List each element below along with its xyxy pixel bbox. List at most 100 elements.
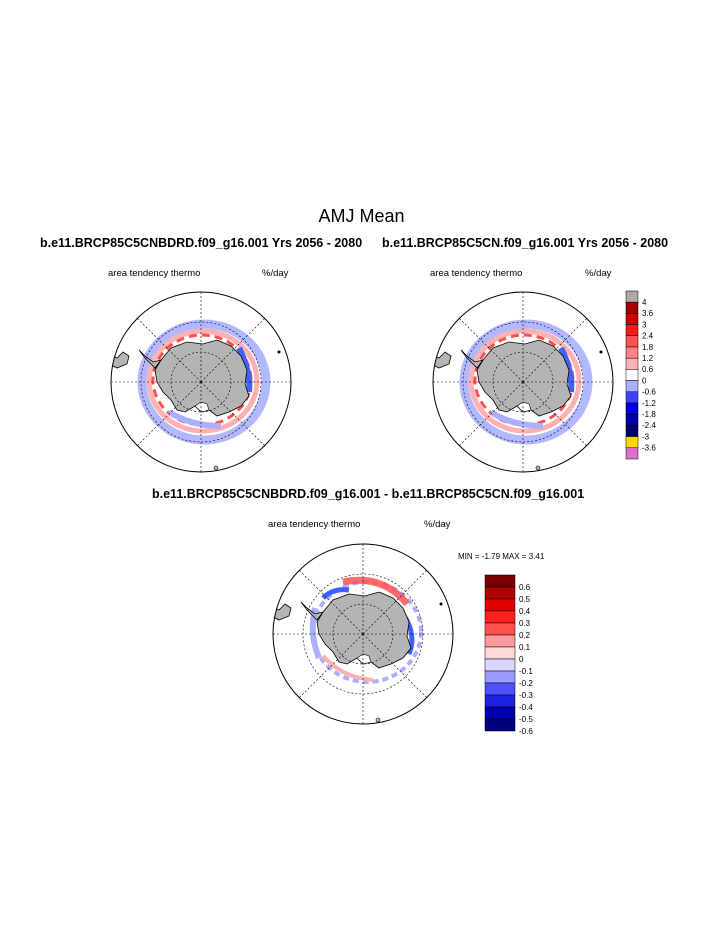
map-boundary xyxy=(432,291,614,473)
antarctic-peninsula xyxy=(138,349,162,369)
colorbar-swatch xyxy=(625,346,639,359)
variable-label-diff: area tendency thermo xyxy=(268,519,361,530)
figure-title: AMJ Mean xyxy=(318,206,405,226)
antarctica-landmass xyxy=(316,591,412,669)
south-america-tip xyxy=(273,603,292,621)
colorbar-swatch xyxy=(484,586,516,600)
colorbar-label: 1.8 xyxy=(642,343,654,352)
blue-patch xyxy=(167,409,222,429)
colorbar-label: -3.6 xyxy=(642,444,656,453)
colorbar-swatch xyxy=(484,658,516,672)
antarctic-peninsula xyxy=(300,601,324,621)
colorbar-label: -0.6 xyxy=(642,388,656,397)
polar-map-diff xyxy=(272,543,454,725)
red-patch xyxy=(342,576,410,607)
colorbar-swatch xyxy=(484,610,516,624)
colorbar-swatch xyxy=(625,324,639,337)
light-red-band xyxy=(146,328,260,434)
polar-map-left xyxy=(110,291,292,473)
ice-shelf xyxy=(194,401,210,413)
longitude-line xyxy=(459,381,524,446)
island-marker xyxy=(599,350,603,354)
colorbar-swatch xyxy=(625,425,639,437)
map-boundary xyxy=(272,543,454,725)
colorbar-label: 0.6 xyxy=(642,365,654,374)
colorbar-top: 4 3.6 3 2.4 1.8 1.2 0.6 0 -0.6 -1.2 -1.8 -2.4 -3 -3.6 xyxy=(625,290,656,460)
island-marker xyxy=(535,465,541,471)
longitude-line xyxy=(137,318,202,383)
ice-shelf xyxy=(516,401,532,413)
colorbar-label: 4 xyxy=(642,298,647,307)
colorbar-label: -1.8 xyxy=(642,410,656,419)
colorbar-label: 1.2 xyxy=(642,354,654,363)
colorbar-swatch xyxy=(484,622,516,636)
colorbar-swatch xyxy=(625,380,639,393)
colorbar-swatch xyxy=(484,706,516,720)
south-america-tip xyxy=(111,351,130,369)
colorbar-swatch xyxy=(484,646,516,660)
red-patch xyxy=(321,654,374,682)
ice-shelf xyxy=(356,653,372,665)
colorbar-swatch xyxy=(625,301,639,314)
longitude-line xyxy=(137,381,202,446)
colorbar-label: 0.4 xyxy=(519,607,531,616)
colorbar-swatch xyxy=(484,634,516,648)
colorbar-swatch xyxy=(625,313,639,325)
colorbar-swatch xyxy=(484,682,516,696)
antarctica-landmass xyxy=(476,339,572,417)
colorbar-swatch xyxy=(484,694,516,708)
colorbar-label: 0.6 xyxy=(519,583,531,592)
blue-patch xyxy=(309,607,322,660)
colorbar-swatch xyxy=(625,369,639,381)
colorbar-swatch xyxy=(625,436,639,449)
island-marker xyxy=(213,465,219,471)
island-marker xyxy=(277,350,281,354)
colorbar-label: 0 xyxy=(519,655,524,664)
longitude-line xyxy=(362,633,427,698)
longitude-line xyxy=(522,381,587,446)
blue-patch xyxy=(558,346,575,393)
longitude-line xyxy=(299,570,364,635)
colorbar-swatch xyxy=(484,598,516,612)
blue-patch xyxy=(489,409,544,429)
colorbar-label: -0.4 xyxy=(519,703,533,712)
longitude-line xyxy=(459,318,524,383)
south-america-tip xyxy=(433,351,452,369)
longitude-line xyxy=(299,633,364,698)
variable-label-left: area tendency thermo xyxy=(108,268,201,279)
colorbar-swatch xyxy=(625,391,639,404)
colorbar-label: 2.4 xyxy=(642,332,654,341)
colorbar-label: -0.5 xyxy=(519,715,533,724)
colorbar-label: 0.1 xyxy=(519,643,531,652)
colorbar-swatch xyxy=(625,413,639,426)
units-label-diff: %/day xyxy=(424,519,451,530)
colorbar-label: 3 xyxy=(642,320,647,329)
longitude-line xyxy=(200,381,265,446)
colorbar-label: -2.4 xyxy=(642,421,656,430)
map-boundary xyxy=(110,291,292,473)
colorbar-label: -0.2 xyxy=(519,679,533,688)
panel-title-right: b.e11.BRCP85C5CN.f09_g16.001 Yrs 2056 - … xyxy=(382,236,669,250)
min-max-stats: MIN = -1.79 MAX = 3.41 xyxy=(458,552,545,561)
colorbar-label: -0.1 xyxy=(519,667,533,676)
colorbar-label: 0.5 xyxy=(519,595,531,604)
longitude-line xyxy=(362,570,427,635)
colorbar-label: -3 xyxy=(642,432,650,441)
colorbar-label: 3.6 xyxy=(642,309,654,318)
colorbar-swatch xyxy=(625,290,639,303)
blue-patch xyxy=(321,587,350,600)
panel-title-diff: b.e11.BRCP85C5CNBDRD.f09_g16.001 - b.e11… xyxy=(152,487,585,501)
colorbar-swatch xyxy=(484,670,516,684)
antarctica-landmass xyxy=(154,339,250,417)
panel-title-left: b.e11.BRCP85C5CNBDRD.f09_g16.001 Yrs 205… xyxy=(40,236,363,250)
colorbar-swatch xyxy=(625,402,639,415)
colorbar-label: 0.2 xyxy=(519,631,531,640)
colorbar-label: -1.2 xyxy=(642,399,656,408)
colorbar-label: 0 xyxy=(642,376,647,385)
colorbar-swatch xyxy=(625,357,639,370)
longitude-line xyxy=(522,318,587,383)
polar-map-right xyxy=(432,291,614,473)
antarctic-peninsula xyxy=(460,349,484,369)
longitude-line xyxy=(200,318,265,383)
